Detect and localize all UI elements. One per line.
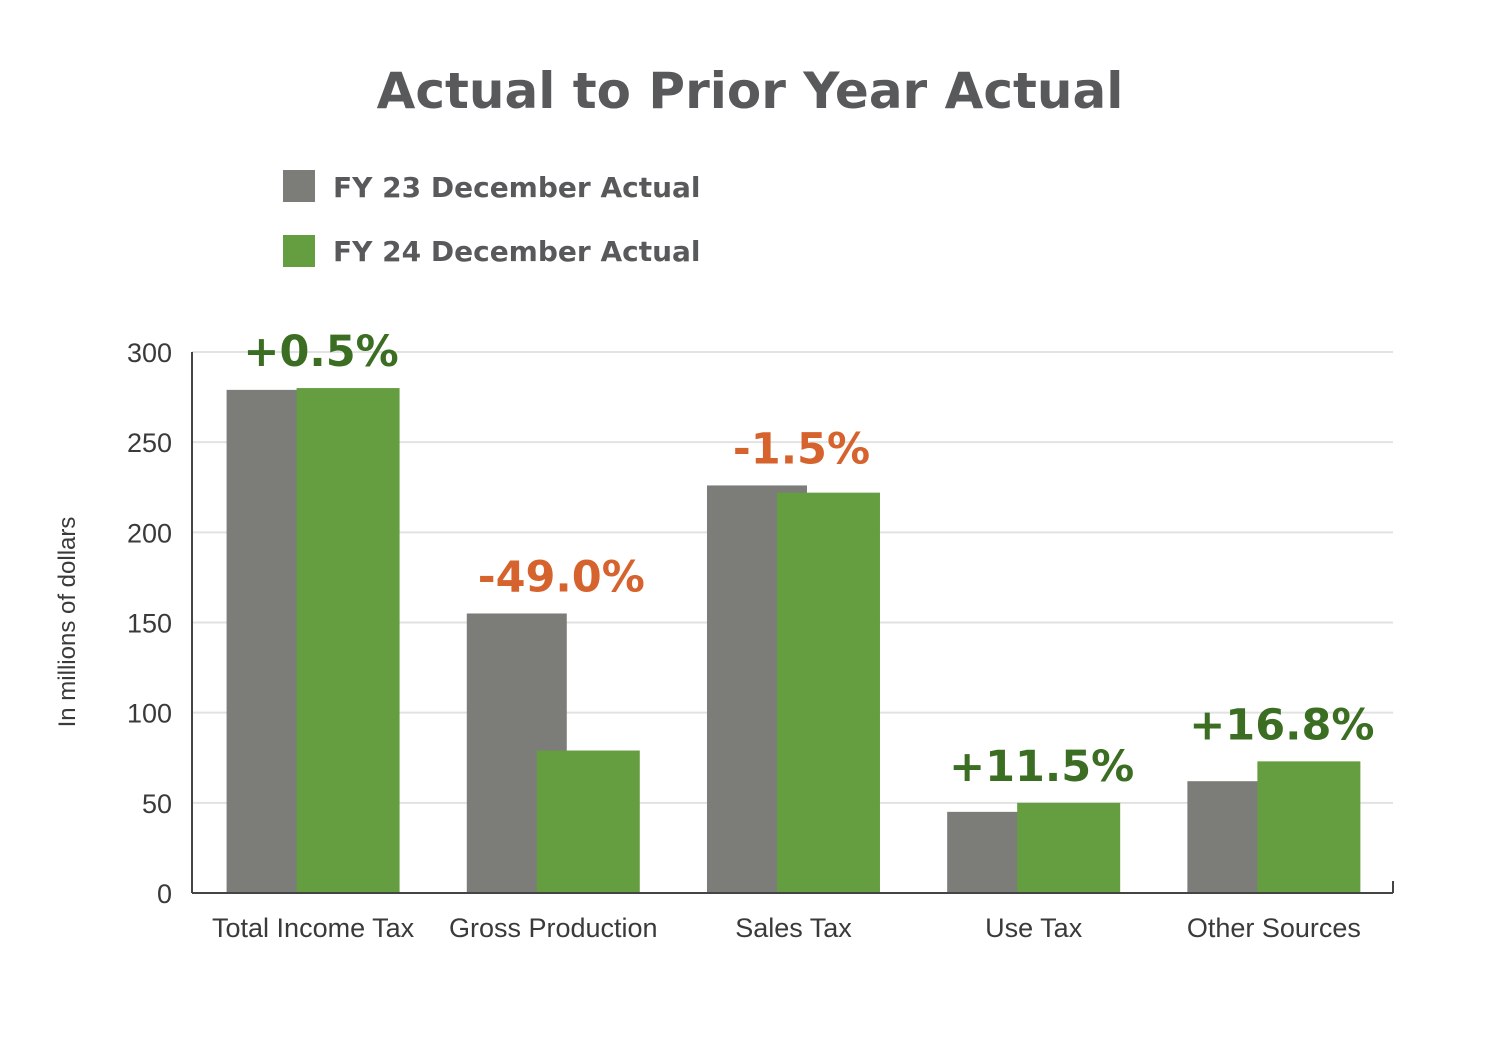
y-axis-label: In millions of dollars xyxy=(54,517,81,728)
x-category-label-1: Gross Production xyxy=(449,913,658,943)
change-label-4: +16.8% xyxy=(1189,700,1374,750)
bar-fy24-2 xyxy=(776,492,880,893)
bars xyxy=(226,388,1361,893)
chart-title: Actual to Prior Year Actual xyxy=(377,62,1124,120)
legend-swatch-fy23 xyxy=(283,170,315,202)
legend-swatch-fy24 xyxy=(283,235,315,267)
bar-fy24-0 xyxy=(296,388,400,893)
bar-fy24-1 xyxy=(536,750,640,893)
change-label-2: -1.5% xyxy=(733,424,870,474)
bar-fy24-3 xyxy=(1017,802,1121,893)
legend-label-fy24: FY 24 December Actual xyxy=(333,235,701,268)
x-axis-categories: Total Income Tax Gross Production Sales Ta… xyxy=(212,913,1361,943)
x-category-label-2: Sales Tax xyxy=(735,913,852,943)
axes xyxy=(191,352,1394,894)
change-label-3: +11.5% xyxy=(949,742,1134,792)
change-annotations: +0.5% -49.0% -1.5% +11.5% +16.8% xyxy=(243,327,1374,792)
x-category-label-4: Other Sources xyxy=(1187,913,1361,943)
y-tick-label-150: 150 xyxy=(127,609,172,639)
y-axis-ticks: 0 50 100 150 200 250 300 xyxy=(127,338,172,909)
change-label-1: -49.0% xyxy=(478,552,645,602)
y-tick-label-200: 200 xyxy=(127,518,172,548)
x-category-label-3: Use Tax xyxy=(985,913,1083,943)
x-category-label-0: Total Income Tax xyxy=(212,913,415,943)
y-tick-label-0: 0 xyxy=(157,879,172,909)
legend-label-fy23: FY 23 December Actual xyxy=(333,171,701,204)
y-tick-label-250: 250 xyxy=(127,428,172,458)
y-tick-label-50: 50 xyxy=(142,789,172,819)
y-tick-label-100: 100 xyxy=(127,699,172,729)
y-tick-label-300: 300 xyxy=(127,338,172,368)
bar-fy24-4 xyxy=(1257,761,1361,893)
change-label-0: +0.5% xyxy=(243,327,398,377)
